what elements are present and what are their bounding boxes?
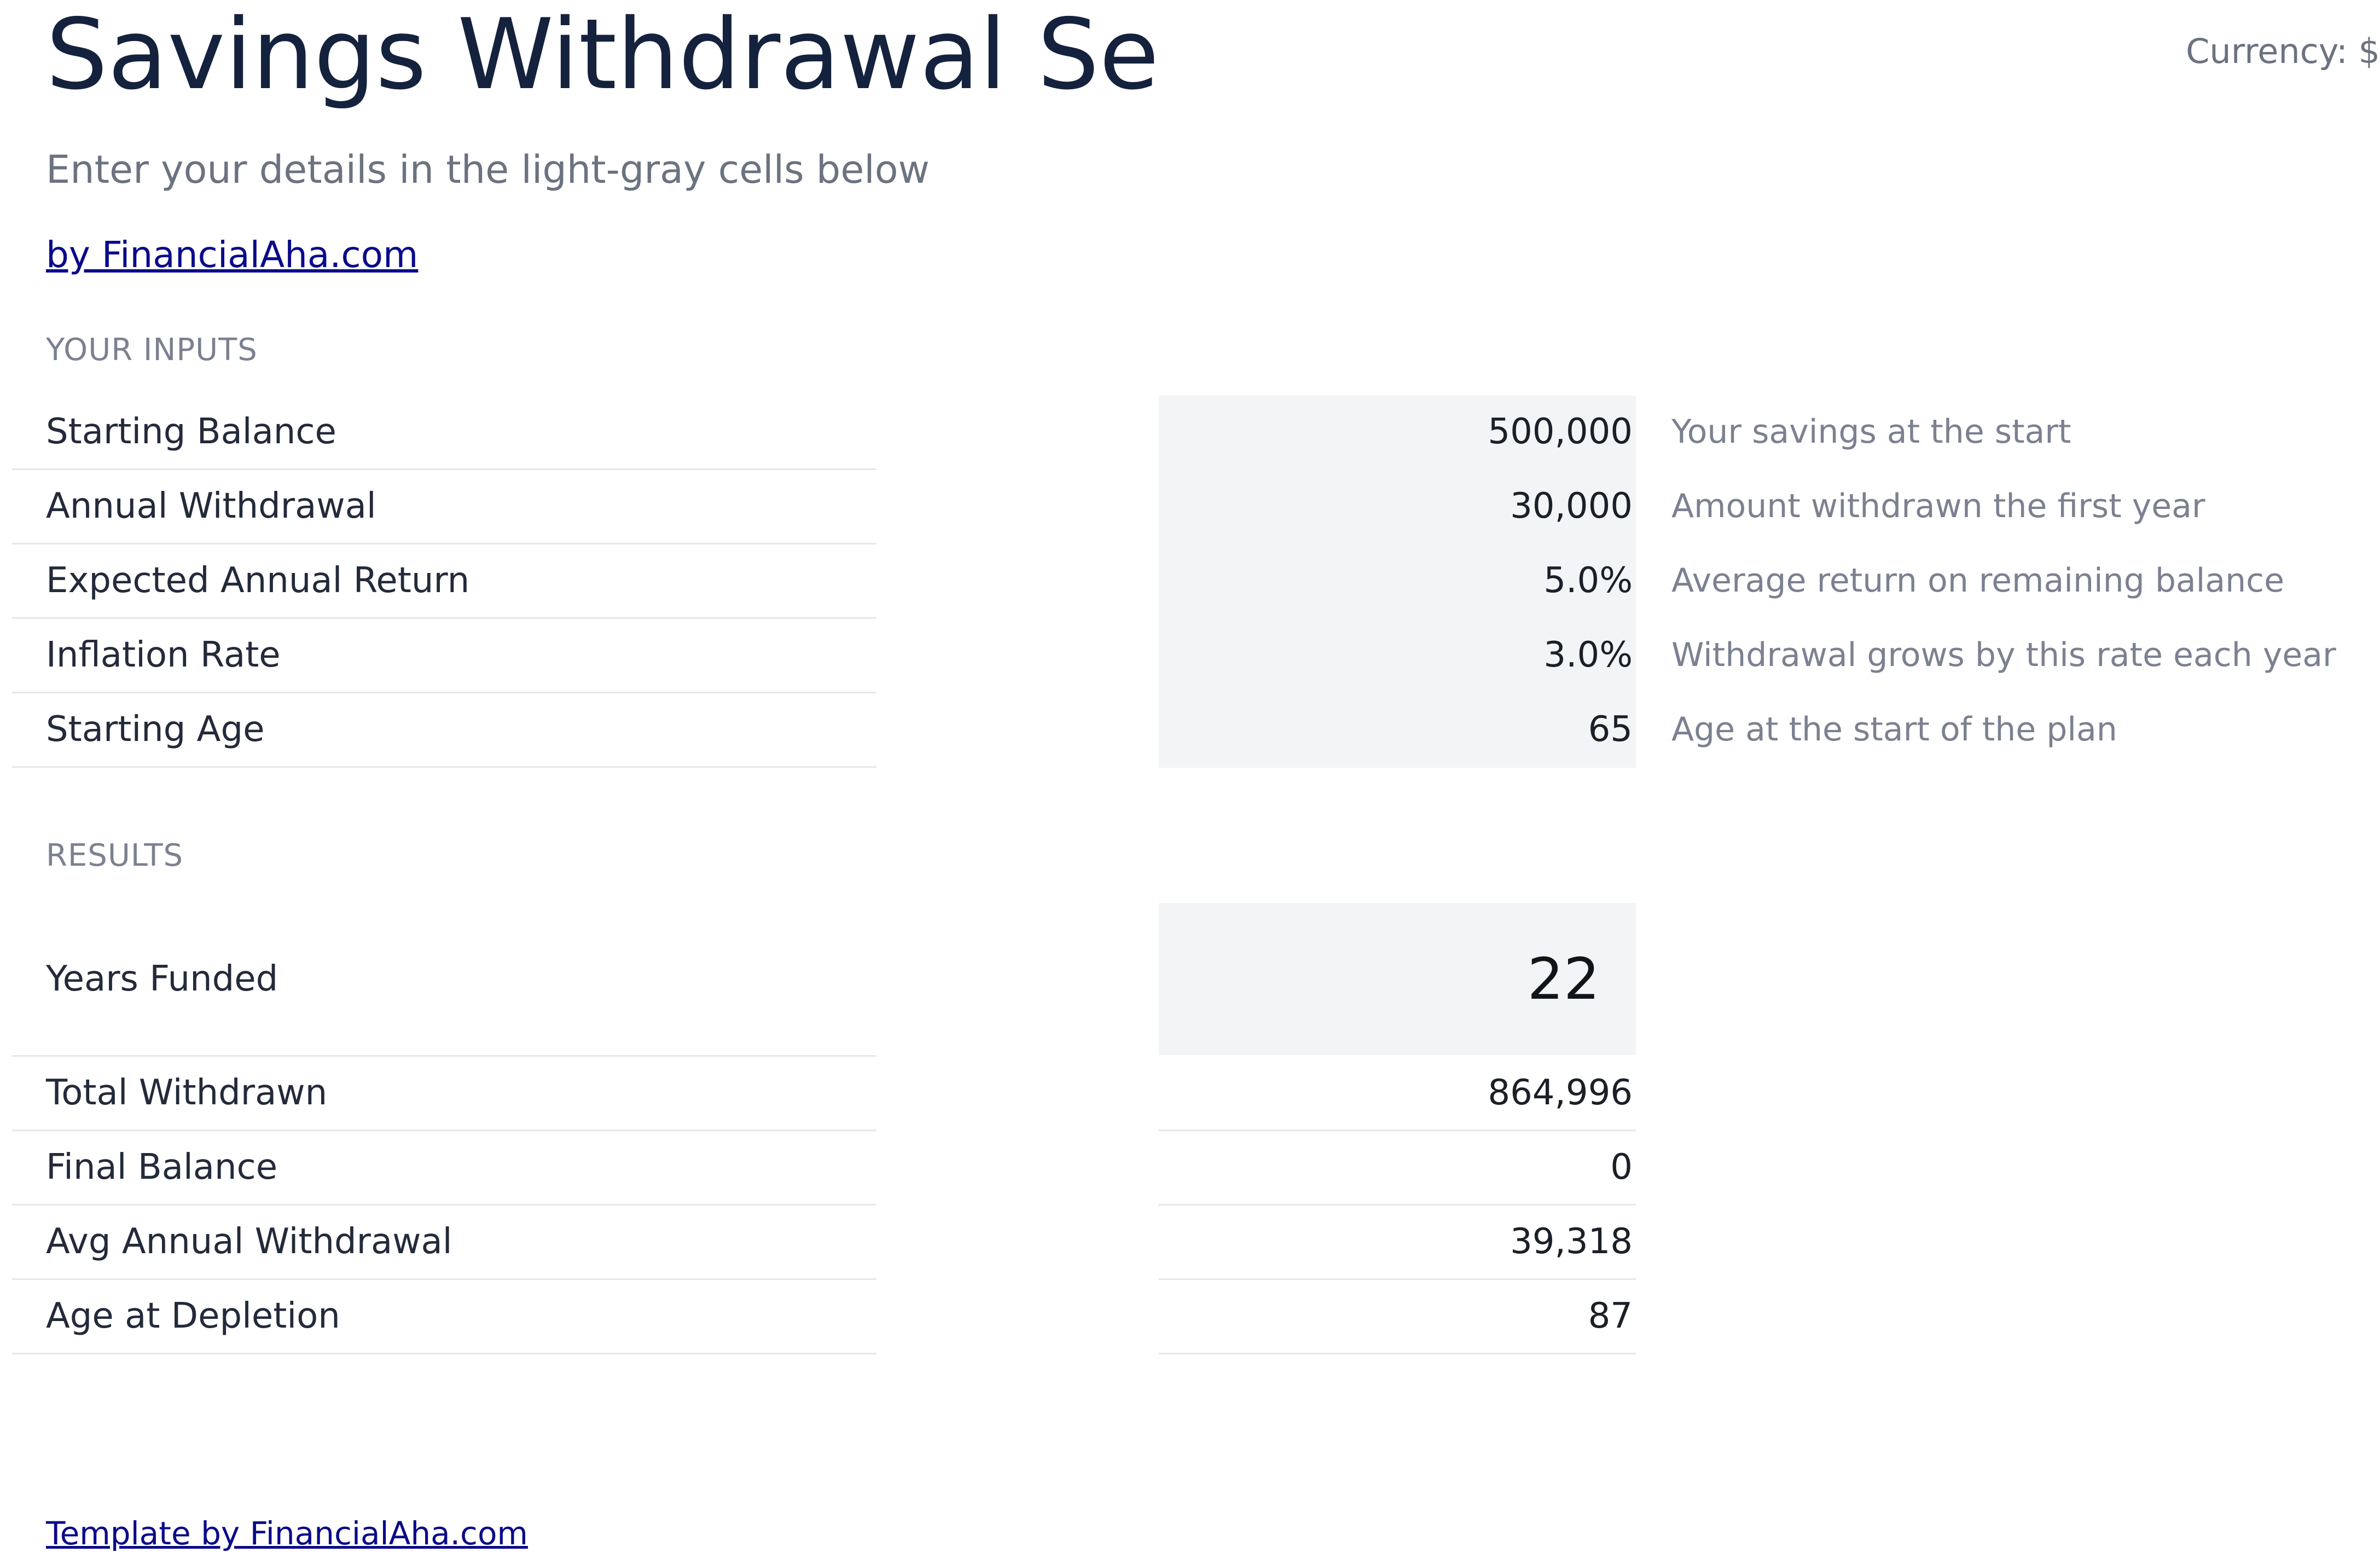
avg-annual-withdrawal-value[interactable]: 39,318: [1159, 1206, 1636, 1280]
input-label: Starting Balance: [46, 412, 336, 452]
result-row-years-funded: Years Funded: [12, 903, 876, 1057]
final-balance-value[interactable]: 0: [1159, 1131, 1636, 1206]
input-note: Age at the start of the plan: [1671, 710, 2117, 749]
input-label: Inflation Rate: [46, 635, 281, 675]
footer-template-link[interactable]: Template by FinancialAha.com: [46, 1515, 528, 1552]
input-row-starting-age: Starting Age: [12, 693, 876, 768]
input-note: Withdrawal grows by this rate each year: [1671, 636, 2336, 674]
page-title: Savings Withdrawal Se: [46, 0, 1159, 111]
inflation-rate-input[interactable]: 3.0%: [1543, 635, 1633, 675]
total-withdrawn-value[interactable]: 864,996: [1159, 1057, 1636, 1131]
input-row-starting-balance: Starting Balance: [12, 396, 876, 470]
input-note: Amount withdrawn the first year: [1671, 487, 2205, 525]
result-row-total-withdrawn: Total Withdrawn: [12, 1057, 876, 1131]
input-label: Annual Withdrawal: [46, 486, 376, 526]
input-row-expected-return: Expected Annual Return: [12, 545, 876, 619]
input-row-annual-withdrawal: Annual Withdrawal: [12, 470, 876, 545]
result-row-age-at-depletion: Age at Depletion: [12, 1280, 876, 1354]
result-label: Years Funded: [46, 959, 278, 999]
currency-label: Currency: $: [2186, 31, 2380, 71]
expected-return-input[interactable]: 5.0%: [1543, 560, 1633, 601]
inputs-section-label: YOUR INPUTS: [46, 332, 258, 368]
result-row-avg-withdrawal: Avg Annual Withdrawal: [12, 1206, 876, 1280]
input-label: Expected Annual Return: [46, 560, 470, 601]
starting-balance-input[interactable]: 500,000: [1488, 412, 1633, 452]
years-funded-value: 22: [1527, 946, 1600, 1012]
age-at-depletion-value[interactable]: 87: [1159, 1280, 1636, 1354]
starting-age-input[interactable]: 65: [1588, 709, 1633, 750]
input-note: Average return on remaining balance: [1671, 561, 2285, 600]
results-section-label: RESULTS: [46, 838, 184, 873]
input-note: Your savings at the start: [1671, 413, 2071, 451]
result-label: Total Withdrawn: [46, 1073, 328, 1113]
instructions-text: Enter your details in the light-gray cel…: [46, 147, 930, 192]
result-label: Avg Annual Withdrawal: [46, 1221, 452, 1262]
result-row-final-balance: Final Balance: [12, 1131, 876, 1206]
input-cells-block: [1159, 396, 1636, 768]
result-label: Final Balance: [46, 1147, 278, 1188]
input-label: Starting Age: [46, 709, 265, 750]
annual-withdrawal-input[interactable]: 30,000: [1510, 486, 1633, 526]
brand-link[interactable]: by FinancialAha.com: [46, 234, 419, 276]
years-funded-cell[interactable]: 22: [1159, 903, 1636, 1055]
input-row-inflation-rate: Inflation Rate: [12, 619, 876, 693]
result-label: Age at Depletion: [46, 1296, 340, 1336]
